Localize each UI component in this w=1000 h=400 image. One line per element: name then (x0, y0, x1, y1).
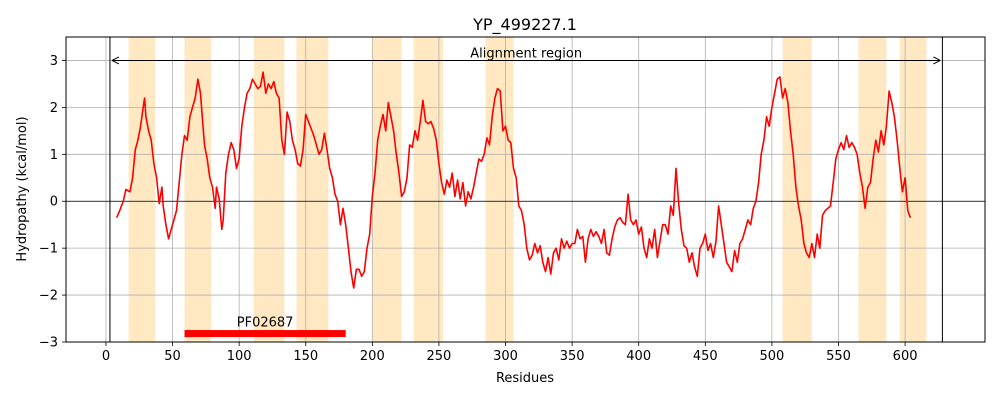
hydrophobic-band-5 (372, 37, 402, 342)
y-axis-title: Hydropathy (kcal/mol) (15, 116, 30, 261)
x-axis-title: Residues (496, 371, 554, 386)
y-tick-label--3: −3 (39, 336, 58, 351)
hydrophobic-band-layer (128, 37, 927, 342)
series-layer (115, 71, 912, 289)
alignment-arrow-right-head (933, 56, 941, 65)
hydrophobic-band-4 (296, 37, 329, 342)
x-tick-label-350: 350 (560, 349, 585, 364)
y-tick-label--1: −1 (39, 242, 58, 257)
axes-layer: 0 50 100 150 200 250 300 350 400 450 500 550 600 −3 −2… (39, 36, 986, 364)
y-tick-label--2: −2 (39, 289, 58, 304)
x-tick-label-150: 150 (293, 349, 318, 364)
plot-frame (65, 36, 986, 343)
domain-bar (184, 330, 346, 338)
x-tick-label-550: 550 (826, 349, 851, 364)
x-tick-label-250: 250 (427, 349, 452, 364)
x-tick-label-500: 500 (759, 349, 784, 364)
hydrophobic-band-3 (253, 37, 285, 342)
hydrophobic-band-2 (184, 37, 212, 342)
y-tick-label-2: 2 (50, 101, 58, 116)
hydrophobic-band-10 (899, 37, 927, 342)
alignment-arrow-left-head (111, 56, 120, 65)
y-tick-label-0: 0 (50, 195, 58, 210)
chart-title: YP_499227.1 (472, 15, 577, 35)
annotation-layer: Alignment region PF02687 (109, 37, 943, 342)
x-tick-label-600: 600 (893, 349, 918, 364)
x-tick-label-0: 0 (102, 349, 110, 364)
alignment-region-label: Alignment region (470, 46, 582, 61)
domain-label: PF02687 (237, 316, 294, 331)
hydrophobic-band-1 (128, 37, 156, 342)
hydrophobic-band-6 (413, 37, 443, 342)
hydrophobic-band-7 (485, 37, 514, 342)
x-tick-label-450: 450 (693, 349, 718, 364)
hydropathy-line-1 (115, 71, 912, 289)
x-tick-label-100: 100 (227, 349, 252, 364)
y-tick-label-3: 3 (50, 54, 58, 69)
x-tick-label-200: 200 (360, 349, 385, 364)
x-tick-label-400: 400 (626, 349, 651, 364)
x-tick-label-300: 300 (493, 349, 518, 364)
y-tick-label-1: 1 (50, 148, 58, 163)
hydrophobic-band-8 (782, 37, 812, 342)
x-tick-label-50: 50 (164, 349, 181, 364)
